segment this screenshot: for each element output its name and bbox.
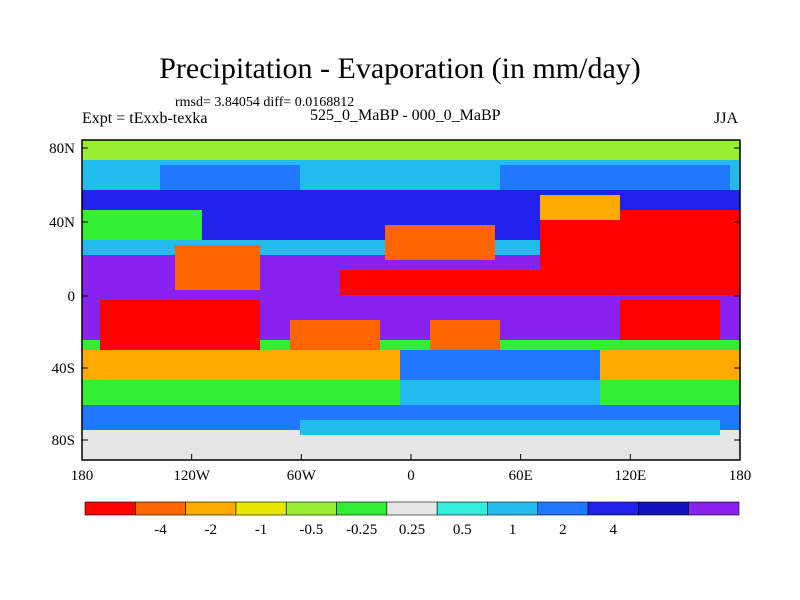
lon-tick-label: 60W	[287, 468, 317, 484]
colorbar-swatch	[436, 501, 488, 516]
field-band	[385, 225, 495, 260]
lat-tick-label: 0	[68, 289, 76, 305]
colorbar-swatch	[84, 501, 136, 516]
field-band	[82, 140, 740, 160]
lat-tick-label: 40S	[52, 361, 75, 377]
lon-tick-label: 180	[71, 468, 94, 484]
colorbar-swatch	[587, 501, 639, 516]
lat-tick-label: 80S	[52, 433, 75, 449]
colorbar-swatch	[336, 501, 388, 516]
lon-tick-label: 0	[407, 468, 415, 484]
colorbar-swatch	[135, 501, 186, 516]
colorbar-label: 0.5	[453, 522, 472, 538]
stats-text: rmsd= 3.84054 diff= 0.0168812	[175, 95, 355, 110]
colorbar-swatch	[688, 501, 740, 516]
lat-tick-label: 40N	[49, 215, 75, 231]
field-band	[620, 300, 720, 340]
colorbar-swatch	[235, 501, 287, 516]
colorbar-swatch	[285, 501, 337, 516]
colorbar-label: -2	[205, 522, 218, 538]
chart-title: Precipitation - Evaporation (in mm/day)	[159, 52, 641, 85]
colorbar-label: 4	[609, 522, 617, 538]
lon-axis: 180 120W 60W 0 60E 120E 180	[71, 454, 752, 484]
lon-tick-label: 60E	[509, 468, 533, 484]
field-band	[400, 380, 600, 405]
field-band	[540, 195, 620, 220]
field-band	[160, 165, 300, 190]
colorbar-label: -0.25	[346, 522, 377, 538]
colorbar-swatch	[386, 501, 438, 516]
colorbar-label: -1	[255, 522, 268, 538]
lat-axis: 80N 40N 0 40S 80S	[49, 141, 740, 449]
colorbar-label: 1	[509, 522, 517, 538]
colorbar-label: -0.5	[300, 522, 324, 538]
field-band	[500, 165, 730, 190]
field-band	[400, 350, 600, 380]
colorbar-label: 0.25	[399, 522, 425, 538]
period-label: 525_0_MaBP - 000_0_MaBP	[310, 107, 501, 124]
colorbar-swatch	[185, 501, 237, 516]
season-label: JJA	[713, 110, 738, 127]
lon-tick-label: 120E	[614, 468, 646, 484]
lon-tick-label: 180	[729, 468, 752, 484]
field-band	[82, 210, 202, 240]
field-band	[540, 210, 740, 280]
colorbar-label: -4	[154, 522, 167, 538]
field-band	[175, 245, 260, 290]
field-band	[340, 270, 740, 295]
colorbar-swatch	[537, 501, 589, 516]
colorbar-label: 2	[559, 522, 567, 538]
field-band	[300, 420, 720, 435]
colorbar-swatch	[487, 501, 539, 516]
lat-tick-label: 80N	[49, 141, 75, 157]
lon-tick-label: 120W	[173, 468, 211, 484]
colorbar: -4 -2 -1 -0.5 -0.25 0.25 0.5 1 2 4	[84, 501, 740, 538]
precip-evap-field	[82, 140, 740, 460]
experiment-label: Expt = tExxb-texka	[82, 110, 208, 127]
colorbar-swatch	[638, 501, 689, 516]
